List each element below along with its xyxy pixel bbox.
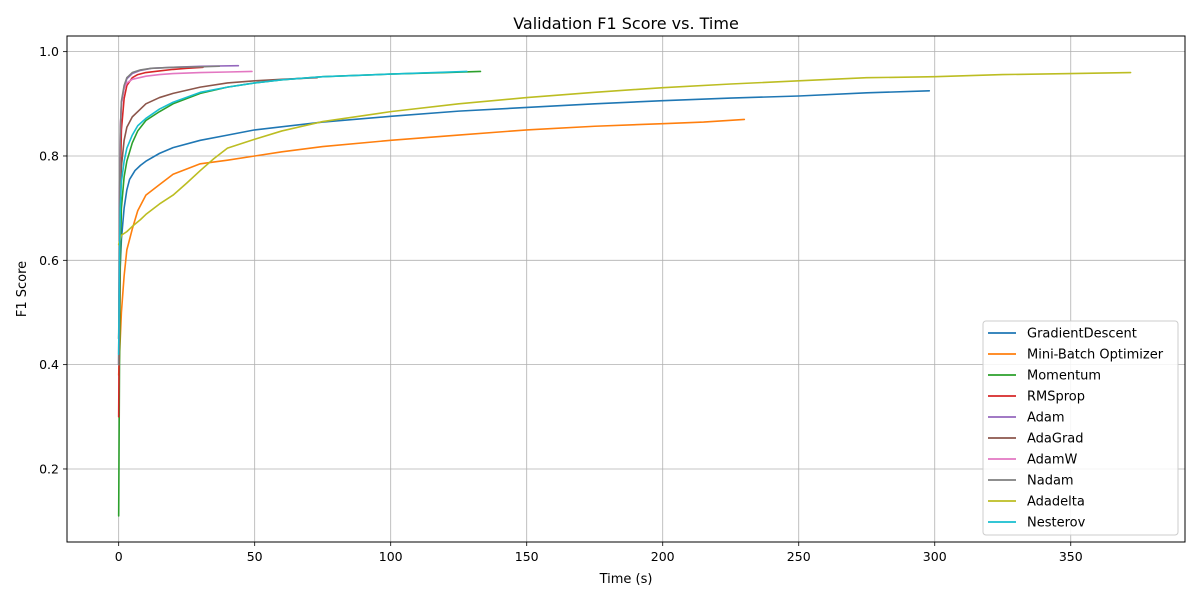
y-axis-label: F1 Score [15,261,30,317]
series-line-nesterov [117,70,468,356]
legend-label-adadelta: Adadelta [1027,495,1085,510]
x-tick-label: 50 [247,549,263,564]
series-line-adagrad [117,76,319,340]
x-axis-ticks: 0 50 100 150 200 250 300 350 [115,542,1083,564]
x-tick-label: 100 [379,549,403,564]
legend-label-adamw: AdamW [1027,453,1078,468]
x-axis-label: Time (s) [599,572,653,587]
chart-title: Validation F1 Score vs. Time [513,14,739,33]
plot-frame [66,35,1186,543]
x-tick-label: 200 [651,549,675,564]
legend-label-adam: Adam [1027,411,1065,426]
legend-box [982,320,1179,536]
legend-label-mini-batch-optimizer: Mini-Batch Optimizer [1027,348,1164,363]
legend-label-nadam: Nadam [1027,474,1074,489]
series-line-nadam [117,65,221,366]
y-axis-ticks: 0.2 0.4 0.6 0.8 1.0 [39,44,67,476]
series-lines [117,64,1132,517]
y-tick-label: 1.0 [39,44,59,59]
y-tick-label: 0.6 [39,253,59,268]
series-line-gradientdescent [117,89,931,340]
series-line-adamw [117,70,253,366]
legend-label-momentum: Momentum [1027,369,1101,384]
y-tick-label: 0.8 [39,148,59,163]
y-tick-label: 0.2 [39,461,59,476]
legend-label-rmsprop: RMSprop [1027,390,1085,405]
legend-label-adagrad: AdaGrad [1027,432,1084,447]
y-tick-label: 0.4 [39,357,59,372]
legend-label-nesterov: Nesterov [1027,516,1086,531]
series-line-mini-batch-optimizer [117,118,746,376]
series-line-adadelta [117,71,1132,246]
x-tick-label: 350 [1059,549,1083,564]
legend: GradientDescent Mini-Batch Optimizer Momen… [982,320,1179,536]
legend-label-gradientdescent: GradientDescent [1027,327,1137,342]
x-tick-label: 150 [515,549,539,564]
x-tick-label: 0 [115,549,123,564]
x-tick-label: 300 [923,549,947,564]
x-tick-label: 250 [787,549,811,564]
